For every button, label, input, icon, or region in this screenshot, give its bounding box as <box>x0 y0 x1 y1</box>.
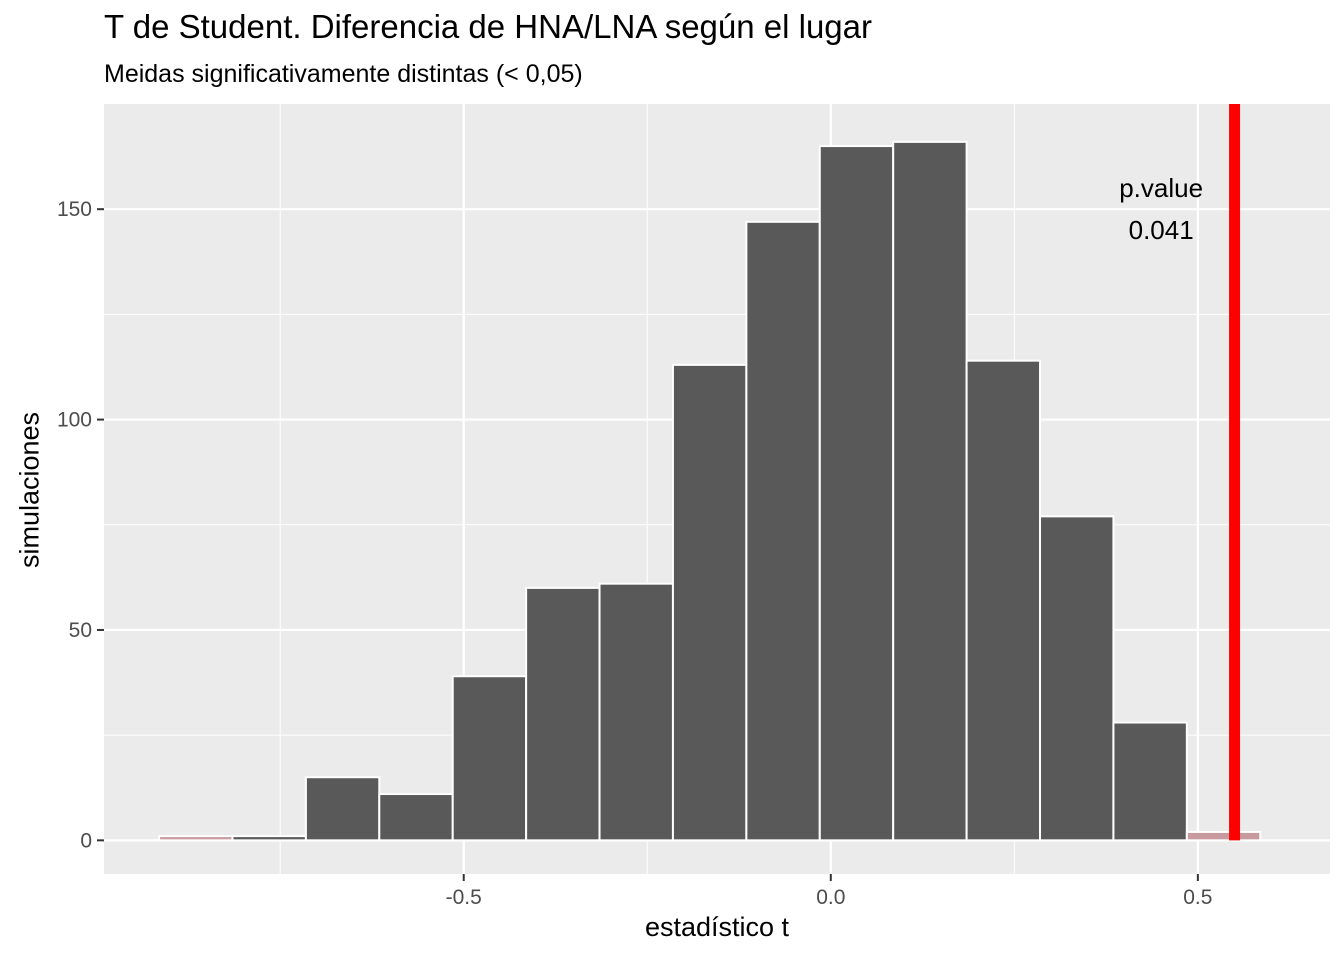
histogram-bar <box>451 675 528 842</box>
y-axis-title: simulaciones <box>14 411 45 569</box>
histogram-bar <box>1112 721 1188 842</box>
histogram-bar <box>231 835 307 842</box>
histogram-bar <box>158 835 234 842</box>
chart-subtitle: Meidas significativamente distintas (< 0… <box>104 60 583 88</box>
histogram-bar <box>378 793 454 842</box>
p-value-annotation: p.value 0.041 <box>1119 173 1203 245</box>
histogram-bar <box>818 145 895 842</box>
histogram-bar <box>304 776 381 842</box>
y-axis: 0 50 100 150 <box>57 198 104 852</box>
x-axis-title: estadístico t <box>644 912 790 942</box>
y-tick-label: 50 <box>69 619 92 642</box>
histogram-bar <box>745 220 821 842</box>
histogram-bar <box>525 586 601 842</box>
p-value-label: p.value <box>1119 173 1203 203</box>
histogram-bar <box>1185 830 1262 842</box>
y-tick-label: 0 <box>80 829 92 852</box>
x-axis: -0.5 0.0 0.5 <box>446 874 1212 909</box>
x-tick-label: -0.5 <box>446 886 482 909</box>
histogram-bar <box>1039 515 1115 842</box>
histogram-bar <box>671 363 748 842</box>
histogram-bar <box>598 582 674 842</box>
x-tick-label: 0.5 <box>1183 886 1212 909</box>
y-tick-label: 100 <box>57 409 92 432</box>
p-value-number: 0.041 <box>1129 215 1194 245</box>
histogram-bar <box>892 140 968 842</box>
x-tick-label: 0.0 <box>816 886 845 909</box>
histogram-bars <box>158 140 1262 842</box>
chart-title: T de Student. Diferencia de HNA/LNA segú… <box>104 8 873 45</box>
histogram-bar <box>965 359 1042 842</box>
y-tick-label: 150 <box>57 198 92 221</box>
